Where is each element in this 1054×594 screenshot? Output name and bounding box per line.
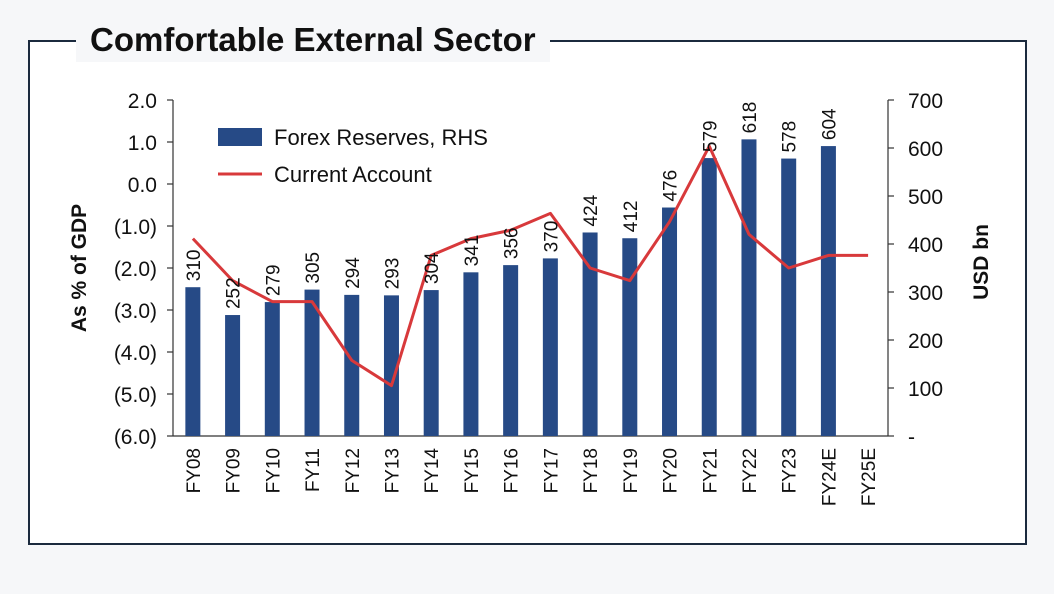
bar-value-label: 578 (780, 121, 801, 153)
right-tick-label: 200 (908, 330, 943, 353)
bar-value-label: 341 (462, 235, 483, 267)
bar-FY20 (662, 207, 678, 436)
bar-value-label: 618 (740, 102, 761, 134)
x-tick-FY20: FY20 (661, 448, 682, 493)
x-tick-FY16: FY16 (502, 448, 523, 493)
x-tick-FY13: FY13 (382, 448, 403, 493)
legend-swatch-forex (218, 128, 262, 146)
x-tick-FY15: FY15 (462, 448, 483, 493)
x-tick-FY24E: FY24E (819, 448, 840, 506)
bar-value-label: 293 (382, 258, 403, 290)
bar-FY12 (344, 294, 360, 436)
bar-value-label: 356 (502, 227, 523, 259)
left-tick-label: (6.0) (114, 426, 157, 449)
x-tick-FY08: FY08 (184, 448, 205, 493)
bar-FY17 (542, 258, 558, 436)
right-axis-title: USD bn (970, 224, 993, 300)
line-series (191, 144, 869, 388)
x-tick-FY09: FY09 (224, 448, 245, 493)
legend-label-forex: Forex Reserves, RHS (274, 125, 488, 150)
bar-FY19 (622, 238, 638, 436)
bar-value-label: 279 (263, 264, 284, 296)
left-tick-label: 0.0 (128, 174, 157, 197)
bar-value-label: 579 (700, 120, 721, 152)
left-tick-label: (5.0) (114, 384, 157, 407)
x-tick-FY17: FY17 (541, 448, 562, 493)
bar-value-label: 252 (224, 277, 245, 309)
bar-value-label: 604 (819, 108, 840, 140)
bar-FY22 (741, 139, 757, 437)
current-account-line (191, 144, 869, 388)
bar-value-label: 412 (621, 201, 642, 233)
bar-FY21 (701, 158, 717, 436)
bar-value-label: 424 (581, 194, 602, 226)
x-tick-FY14: FY14 (422, 448, 443, 494)
bar-value-label: 310 (184, 249, 205, 281)
bar-FY10 (264, 302, 280, 436)
left-tick-label: 2.0 (128, 90, 157, 113)
x-tick-FY21: FY21 (700, 448, 721, 493)
bar-value-label: 294 (343, 257, 364, 289)
x-tick-FY22: FY22 (740, 448, 761, 493)
left-tick-label: (3.0) (114, 300, 157, 323)
left-tick-label: (2.0) (114, 258, 157, 281)
x-tick-FY19: FY19 (621, 448, 642, 493)
bar-FY11 (304, 289, 320, 436)
bar-FY15 (463, 272, 479, 436)
bar-FY13 (383, 295, 399, 436)
chart-title: Comfortable External Sector (76, 18, 550, 62)
bar-FY16 (503, 265, 519, 436)
x-tick-FY12: FY12 (343, 448, 364, 493)
right-tick-label: - (908, 426, 915, 449)
x-tick-FY10: FY10 (263, 448, 284, 493)
right-tick-label: 500 (908, 186, 943, 209)
x-tick-FY11: FY11 (303, 448, 324, 492)
x-tick-FY23: FY23 (780, 448, 801, 493)
bar-FY09 (225, 315, 241, 436)
left-tick-label: (1.0) (114, 216, 157, 239)
bar-value-label: 370 (541, 221, 562, 253)
bar-FY18 (582, 232, 598, 436)
bars (185, 139, 836, 437)
bar-FY24E (820, 146, 836, 436)
bar-FY08 (185, 287, 201, 436)
bar-value-label: 305 (303, 252, 324, 284)
left-tick-label: (4.0) (114, 342, 157, 365)
bar-value-label: 304 (422, 252, 443, 284)
x-tick-labels: FY08 FY09 FY10 FY11 FY12 FY13 FY14 FY15 FY16 FY17… (184, 448, 880, 507)
axes: 2.0 1.0 0.0 (1.0) (2.0) (3.0) (4.0) (5.0) (6.0) 7… (68, 90, 993, 449)
right-tick-label: 100 (908, 378, 943, 401)
bar-FY14 (423, 290, 439, 436)
right-tick-label: 700 (908, 90, 943, 113)
left-tick-label: 1.0 (128, 132, 157, 155)
bar-value-label: 476 (661, 170, 682, 202)
bar-FY23 (781, 158, 797, 436)
right-tick-label: 400 (908, 234, 943, 257)
x-tick-FY25E: FY25E (859, 448, 880, 506)
left-axis-title: As % of GDP (68, 204, 91, 332)
legend: Forex Reserves, RHS Current Account (218, 125, 488, 187)
legend-label-current-account: Current Account (274, 162, 432, 187)
data-labels: 310 252 279 305 294 293 304 341 356 370 424 412 476 5… (184, 102, 841, 309)
right-tick-label: 300 (908, 282, 943, 305)
x-tick-FY18: FY18 (581, 448, 602, 493)
right-tick-label: 600 (908, 138, 943, 161)
